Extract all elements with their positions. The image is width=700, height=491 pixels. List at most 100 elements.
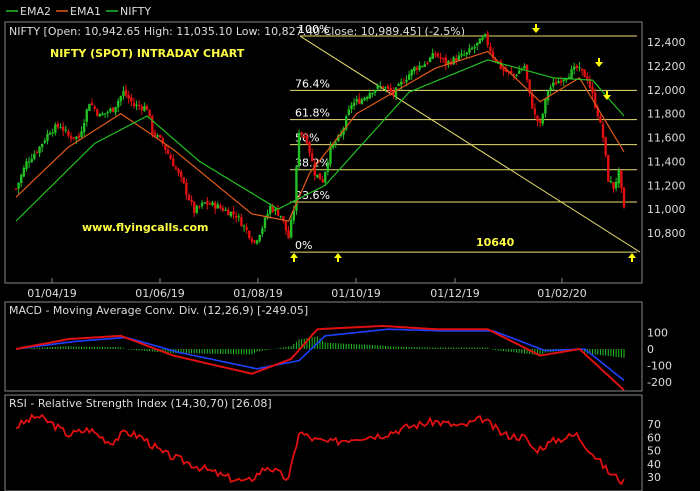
fibonacci-levels: 100%76.4%61.8%50%38.2%23.6%0%: [290, 23, 637, 253]
candle-body: [140, 106, 143, 110]
candle-body: [331, 144, 335, 148]
candle-body: [622, 187, 626, 208]
candle-body: [151, 115, 154, 134]
candle-body: [289, 220, 293, 238]
candle-body: [410, 69, 413, 76]
candle-body: [567, 77, 571, 79]
candle-body: [43, 140, 47, 143]
candle-body: [541, 113, 544, 124]
candle-body: [310, 153, 314, 162]
candle-body: [494, 58, 497, 62]
candle-body: [431, 52, 434, 59]
candle-body: [394, 87, 398, 97]
candle-body: [397, 83, 400, 87]
candle-body: [350, 105, 353, 109]
candle-body: [206, 201, 209, 205]
candle-body: [439, 57, 442, 59]
up-arrow-icon: [290, 253, 298, 262]
price-x-tick: 01/02/20: [537, 287, 586, 300]
candle-body: [193, 201, 196, 214]
candle-body: [329, 146, 332, 164]
candle-body: [234, 215, 238, 218]
candle-body: [570, 69, 573, 79]
price-x-tick: 01/04/19: [27, 287, 76, 300]
up-arrow-icon: [628, 253, 636, 262]
candle-body: [583, 69, 586, 78]
candle-body: [292, 210, 295, 221]
candle-body: [305, 136, 309, 144]
candle-body: [122, 90, 125, 97]
candle-body: [148, 109, 151, 117]
candle-body: [544, 98, 547, 114]
candle-body: [56, 123, 60, 128]
candle-body: [35, 152, 39, 154]
candle-body: [402, 82, 406, 84]
candle-body: [106, 112, 109, 114]
candle-body: [324, 171, 327, 183]
candle-body: [436, 53, 440, 57]
candle-body: [476, 42, 479, 46]
candle-body: [263, 217, 267, 228]
candle-body: [620, 170, 623, 189]
candle-body: [308, 142, 311, 153]
macd-line: [15, 324, 625, 391]
candle-body: [297, 132, 301, 167]
candle-body: [85, 109, 88, 122]
candle-body: [337, 135, 340, 142]
candle-body: [376, 85, 379, 89]
candle-body: [465, 52, 468, 55]
candle-body: [166, 149, 170, 154]
fib-label: 23.6%: [295, 189, 330, 202]
candle-body: [418, 65, 421, 70]
candle-body: [224, 209, 227, 211]
ema-line-ema1: [15, 50, 625, 222]
price-panel-header: NIFTY [Open: 10,942.65 High: 11,035.10 L…: [9, 25, 465, 38]
candle-body: [269, 205, 272, 214]
candle-body: [614, 182, 618, 189]
candle-body: [114, 106, 117, 113]
candle-body: [512, 73, 516, 76]
candle-body: [358, 98, 361, 104]
candle-body: [179, 171, 183, 178]
candle-body: [103, 113, 107, 115]
candle-body: [536, 115, 539, 122]
up-arrow-icon: [334, 253, 342, 262]
candle-body: [578, 67, 581, 69]
candle-body: [216, 204, 219, 209]
candle-body: [41, 143, 44, 148]
candle-body: [190, 199, 193, 202]
candle-body: [339, 133, 343, 136]
price-y-axis: 12,400 12,200 12,000 11,800 11,600 11,400 11,2…: [647, 36, 686, 240]
candle-body: [452, 57, 455, 65]
candle-body: [211, 202, 214, 206]
candle-body: [441, 58, 445, 60]
candle-body: [604, 137, 607, 156]
down-arrow-icon: [595, 58, 603, 67]
candle-body: [67, 131, 70, 136]
candle-body: [321, 179, 324, 183]
candle-body: [284, 220, 288, 231]
candle-body: [423, 64, 427, 67]
macd-plot: [15, 324, 625, 391]
candle-body: [130, 97, 133, 102]
price-y-tick: 12,200: [647, 60, 686, 73]
price-y-tick: 11,600: [647, 132, 686, 145]
price-x-axis: 01/04/19 01/06/19 01/08/19 01/10/19 01/12/19…: [27, 278, 587, 300]
rsi-y-tick: 40: [647, 458, 661, 471]
down-arrow-icon: [603, 91, 611, 100]
candle-body: [405, 79, 408, 83]
candle-body: [14, 188, 18, 190]
candle-body: [219, 205, 222, 209]
candle-body: [617, 170, 620, 184]
candle-body: [17, 182, 20, 189]
candle-body: [607, 155, 610, 182]
candle-body: [255, 240, 259, 244]
candle-body: [538, 120, 542, 123]
candle-body: [381, 86, 385, 88]
candle-body: [468, 48, 471, 53]
ema-line-ema2: [15, 59, 625, 222]
candle-body: [303, 135, 306, 138]
candle-body: [504, 69, 508, 73]
trendline-segment: [299, 35, 641, 253]
candle-body: [365, 97, 369, 99]
